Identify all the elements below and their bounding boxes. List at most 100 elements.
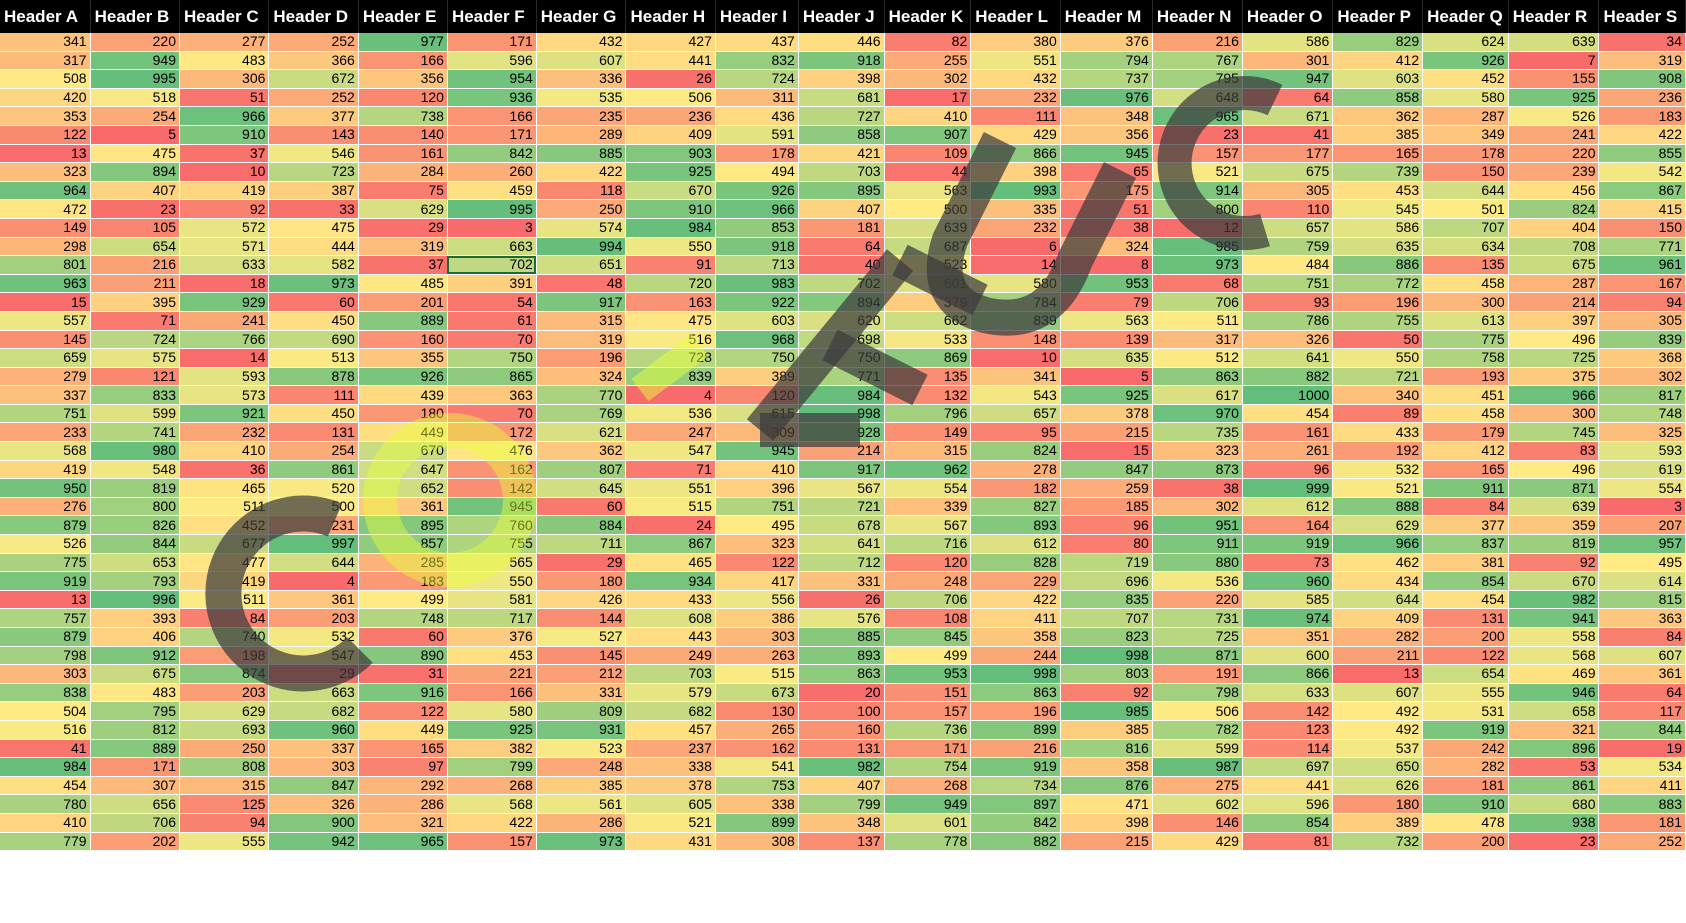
cell[interactable]: 919 <box>1422 720 1509 740</box>
cell[interactable]: 619 <box>1598 460 1686 480</box>
cell[interactable]: 92 <box>179 199 270 219</box>
cell[interactable]: 796 <box>884 404 972 424</box>
cell[interactable]: 521 <box>625 813 716 833</box>
cell[interactable]: 512 <box>1152 348 1243 368</box>
cell[interactable]: 823 <box>1060 627 1153 647</box>
cell[interactable]: 216 <box>970 739 1061 759</box>
cell[interactable]: 998 <box>1060 646 1153 666</box>
cell[interactable]: 671 <box>1242 106 1334 126</box>
cell[interactable]: 244 <box>970 646 1061 666</box>
cell[interactable]: 177 <box>1242 144 1334 164</box>
cell[interactable]: 769 <box>536 404 627 424</box>
cell[interactable]: 926 <box>358 367 448 387</box>
cell[interactable]: 817 <box>1598 385 1686 405</box>
cell[interactable]: 548 <box>90 460 181 480</box>
cell[interactable]: 453 <box>447 646 537 666</box>
cell[interactable]: 919 <box>970 757 1061 777</box>
cell[interactable]: 326 <box>268 794 359 814</box>
cell[interactable]: 641 <box>798 534 885 554</box>
cell[interactable]: 182 <box>970 478 1061 498</box>
cell[interactable]: 982 <box>798 757 885 777</box>
cell[interactable]: 462 <box>1332 553 1424 573</box>
column-header[interactable]: Header S <box>1598 0 1686 33</box>
cell[interactable]: 422 <box>536 162 627 182</box>
cell[interactable]: 71 <box>625 460 716 480</box>
cell[interactable]: 799 <box>447 757 537 777</box>
cell[interactable]: 639 <box>1508 33 1600 52</box>
cell[interactable]: 962 <box>884 460 972 480</box>
cell[interactable]: 139 <box>1060 330 1153 350</box>
cell[interactable]: 441 <box>1242 776 1334 796</box>
cell[interactable]: 997 <box>268 534 359 554</box>
cell[interactable]: 658 <box>1508 701 1600 721</box>
cell[interactable]: 70 <box>447 404 537 424</box>
cell[interactable]: 229 <box>970 571 1061 591</box>
cell[interactable]: 827 <box>970 497 1061 517</box>
cell[interactable]: 550 <box>447 571 537 591</box>
cell[interactable]: 526 <box>1508 106 1600 126</box>
cell[interactable]: 60 <box>536 497 627 517</box>
cell[interactable]: 387 <box>268 181 359 201</box>
cell[interactable]: 985 <box>1152 237 1243 257</box>
cell[interactable]: 778 <box>884 832 972 852</box>
cell[interactable]: 409 <box>625 125 716 145</box>
cell[interactable]: 395 <box>90 292 181 312</box>
cell[interactable]: 996 <box>90 590 181 610</box>
cell[interactable]: 496 <box>1508 330 1600 350</box>
cell[interactable]: 819 <box>1508 534 1600 554</box>
cell[interactable]: 867 <box>625 534 716 554</box>
cell[interactable]: 5 <box>1060 367 1153 387</box>
cell[interactable]: 895 <box>798 181 885 201</box>
cell[interactable]: 437 <box>715 33 799 52</box>
cell[interactable]: 319 <box>536 330 627 350</box>
cell[interactable]: 289 <box>536 125 627 145</box>
cell[interactable]: 338 <box>715 794 799 814</box>
cell[interactable]: 24 <box>625 515 716 536</box>
cell[interactable]: 721 <box>798 497 885 517</box>
cell[interactable]: 500 <box>884 199 972 219</box>
cell[interactable]: 521 <box>1332 478 1424 498</box>
cell[interactable]: 44 <box>884 162 972 182</box>
cell[interactable]: 696 <box>1060 571 1153 591</box>
cell[interactable]: 382 <box>447 739 537 759</box>
cell[interactable]: 725 <box>1152 627 1243 647</box>
cell[interactable]: 321 <box>358 813 448 833</box>
cell[interactable]: 362 <box>1332 106 1424 126</box>
cell[interactable]: 506 <box>625 88 716 108</box>
cell[interactable]: 178 <box>1422 144 1509 164</box>
cell[interactable]: 216 <box>1152 33 1243 52</box>
cell[interactable]: 84 <box>179 608 270 628</box>
cell[interactable]: 51 <box>1060 199 1153 219</box>
cell[interactable]: 145 <box>0 330 91 350</box>
cell[interactable]: 973 <box>536 832 627 852</box>
cell[interactable]: 236 <box>1598 88 1686 108</box>
cell[interactable]: 407 <box>798 776 885 796</box>
cell[interactable]: 516 <box>0 720 91 740</box>
cell[interactable]: 202 <box>90 832 181 852</box>
cell[interactable]: 725 <box>1508 348 1600 368</box>
cell[interactable]: 745 <box>1508 422 1600 443</box>
cell[interactable]: 677 <box>179 534 270 554</box>
cell[interactable]: 149 <box>884 422 972 443</box>
cell[interactable]: 122 <box>358 701 448 721</box>
cell[interactable]: 279 <box>0 367 91 387</box>
cell[interactable]: 900 <box>268 813 359 833</box>
cell[interactable]: 910 <box>179 125 270 145</box>
cell[interactable]: 605 <box>625 794 716 814</box>
cell[interactable]: 782 <box>1152 720 1243 740</box>
cell[interactable]: 925 <box>447 720 537 740</box>
cell[interactable]: 287 <box>1422 106 1509 126</box>
cell[interactable]: 889 <box>90 739 181 759</box>
cell[interactable]: 68 <box>1152 274 1243 294</box>
cell[interactable]: 591 <box>715 125 799 145</box>
cell[interactable]: 452 <box>179 515 270 536</box>
cell[interactable]: 965 <box>1152 106 1243 126</box>
cell[interactable]: 81 <box>1242 832 1334 852</box>
cell[interactable]: 758 <box>1422 348 1509 368</box>
cell[interactable]: 287 <box>1508 274 1600 294</box>
cell[interactable]: 165 <box>1422 460 1509 480</box>
cell[interactable]: 857 <box>358 534 448 554</box>
cell[interactable]: 252 <box>1598 832 1686 852</box>
cell[interactable]: 398 <box>970 162 1061 182</box>
cell[interactable]: 847 <box>268 776 359 796</box>
